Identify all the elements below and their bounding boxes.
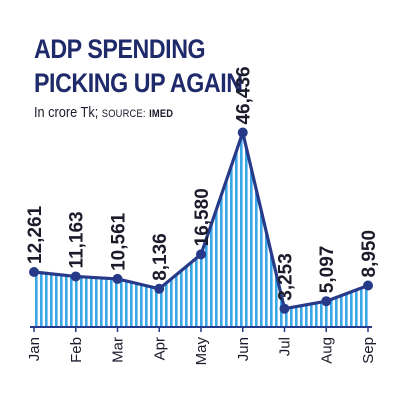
data-point-jul <box>279 303 290 314</box>
value-label-apr: 8,136 <box>150 233 171 281</box>
x-tick-label-jan: Jan <box>26 337 43 361</box>
x-tick-label-feb: Feb <box>68 337 85 363</box>
data-point-may <box>196 249 206 260</box>
source-name: IMED <box>149 108 174 120</box>
value-label-mar: 10,561 <box>109 212 130 271</box>
value-label-may: 16,580 <box>192 188 213 246</box>
x-tick-label-jul: Jul <box>277 337 294 356</box>
data-point-feb <box>70 271 81 282</box>
chart-subtitle: In crore Tk; SOURCE: IMED <box>34 104 173 121</box>
x-tick-label-may: May <box>193 337 210 366</box>
title-line-1: ADP SPENDING <box>34 34 206 64</box>
x-tick-label-apr: Apr <box>151 337 168 360</box>
value-label-feb: 11,163 <box>67 211 88 268</box>
value-label-jul: 3,253 <box>276 253 297 301</box>
source-label: SOURCE: <box>101 108 146 120</box>
unit-text: In crore Tk; <box>34 104 99 121</box>
data-point-apr <box>154 283 165 294</box>
data-point-jan <box>29 266 39 277</box>
data-point-aug <box>321 296 332 307</box>
value-label-jan: 12,261 <box>25 205 46 264</box>
data-point-jun <box>237 127 248 138</box>
area-fill <box>34 132 368 327</box>
x-tick-label-jun: Jun <box>235 337 252 361</box>
x-tick-label-sep: Sep <box>360 337 377 364</box>
chart-title: ADP SPENDING PICKING UP AGAIN <box>34 32 243 100</box>
data-point-sep <box>363 280 373 291</box>
data-point-mar <box>112 273 123 284</box>
title-line-2: PICKING UP AGAIN <box>34 68 243 98</box>
x-tick-label-aug: Aug <box>318 337 335 364</box>
value-label-aug: 5,097 <box>317 246 338 294</box>
value-label-jun: 46,436 <box>234 66 255 124</box>
value-label-sep: 8,950 <box>359 230 380 278</box>
x-tick-label-mar: Mar <box>110 337 127 363</box>
